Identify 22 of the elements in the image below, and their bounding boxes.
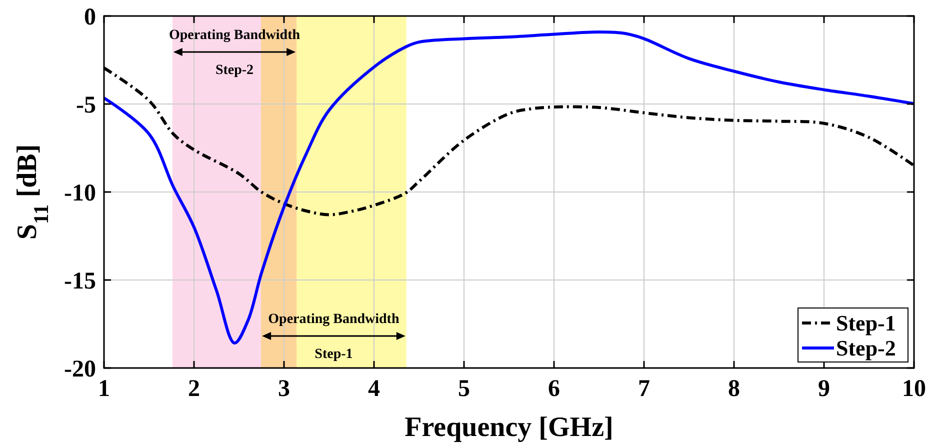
- x-tick-label: 2: [188, 376, 200, 402]
- x-tick-label: 1: [98, 376, 110, 402]
- y-tick-label: 0: [84, 4, 96, 30]
- x-tick-label: 10: [902, 376, 926, 402]
- annotation: Step-2: [215, 62, 254, 78]
- x-tick-label: 9: [818, 376, 830, 402]
- x-tick-label: 8: [728, 376, 740, 402]
- x-tick-label: 4: [368, 376, 380, 402]
- y-tick-label: -20: [64, 356, 96, 382]
- x-tick-label: 7: [638, 376, 650, 402]
- annotation: Step-1: [314, 346, 353, 362]
- y-tick-label: -5: [76, 92, 96, 118]
- y-tick-label: -10: [64, 180, 96, 206]
- x-tick-label: 5: [458, 376, 470, 402]
- annotation: Operating Bandwidth: [268, 312, 400, 327]
- x-tick-label: 6: [548, 376, 560, 402]
- legend-label: Step-2: [836, 336, 896, 361]
- x-tick-label: 3: [278, 376, 290, 402]
- y-tick-label: -15: [64, 268, 96, 294]
- legend-label: Step-1: [836, 310, 896, 336]
- x-axis-title: Frequency [GHz]: [404, 412, 614, 443]
- annotation: Operating Bandwidth: [168, 28, 300, 43]
